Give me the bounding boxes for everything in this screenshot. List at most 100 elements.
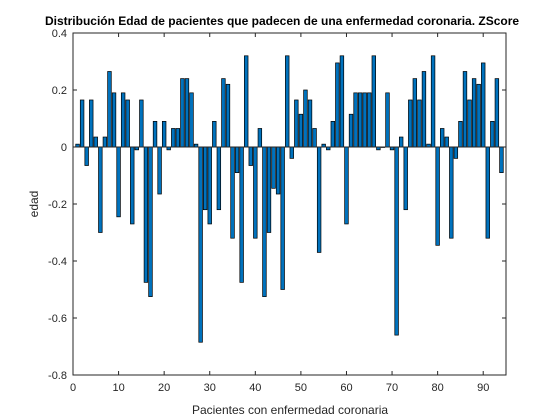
bar-11 — [120, 92, 126, 148]
bar-22 — [171, 128, 176, 148]
bar-33 — [221, 78, 226, 148]
bars-group — [75, 55, 504, 343]
bar-34 — [225, 83, 231, 148]
bar-9 — [111, 92, 117, 148]
x-tick-label: 0 — [70, 382, 76, 394]
bar-37 — [239, 146, 244, 283]
bar-29 — [203, 146, 208, 211]
bar-41 — [257, 128, 263, 148]
bar-32 — [216, 146, 222, 211]
x-tick-label: 80 — [432, 382, 444, 394]
bar-94 — [499, 146, 504, 173]
bar-64 — [362, 92, 367, 148]
x-axis-label: Pacientes con enfermedad coronaria — [192, 403, 388, 417]
bar-80 — [435, 146, 440, 246]
x-tick-label: 90 — [477, 382, 489, 394]
y-tick-label: 0.4 — [52, 28, 67, 40]
bar-40 — [253, 146, 258, 239]
bar-57 — [330, 120, 335, 148]
bar-43 — [266, 146, 272, 233]
bar-59 — [339, 55, 345, 148]
bar-53 — [312, 128, 317, 148]
bar-42 — [262, 146, 267, 297]
bar-74 — [408, 99, 413, 148]
bar-61 — [348, 113, 354, 148]
bar-35 — [230, 146, 235, 239]
x-tick-label: 30 — [204, 382, 216, 394]
bar-49 — [294, 99, 299, 148]
bar-58 — [335, 62, 340, 148]
bar-83 — [449, 146, 454, 239]
bar-73 — [403, 146, 408, 211]
bar-23 — [175, 128, 181, 148]
bar-17 — [148, 146, 153, 297]
bar-45 — [275, 146, 281, 195]
bar-10 — [116, 146, 121, 218]
bar-18 — [152, 120, 158, 148]
bar-52 — [307, 99, 313, 148]
bar-24 — [180, 78, 185, 148]
bar-13 — [130, 146, 135, 225]
x-tick-label: 20 — [158, 382, 170, 394]
bar-26 — [189, 92, 194, 148]
bar-75 — [412, 78, 418, 148]
x-tick-label: 50 — [295, 382, 307, 394]
bar-54 — [316, 146, 322, 253]
bar-77 — [421, 71, 427, 148]
bar-15 — [139, 99, 144, 148]
y-tick-label: -0.8 — [48, 370, 67, 382]
bar-87 — [467, 99, 472, 148]
plot-frame — [72, 32, 507, 376]
bar-69 — [385, 92, 390, 148]
bar-65 — [367, 92, 372, 148]
bar-51 — [303, 89, 308, 148]
bar-79 — [430, 55, 436, 148]
bar-89 — [476, 83, 481, 148]
bar-16 — [143, 146, 149, 283]
bar-85 — [458, 120, 463, 148]
bar-93 — [494, 78, 500, 148]
bar-50 — [298, 113, 304, 148]
bar-90 — [481, 62, 486, 148]
bar-76 — [417, 99, 422, 148]
bar-28 — [198, 146, 203, 343]
bar-92 — [490, 120, 495, 148]
bar-25 — [184, 78, 190, 148]
bar-20 — [161, 120, 167, 148]
bar-7 — [102, 136, 108, 148]
x-tick-label: 70 — [386, 382, 398, 394]
bar-88 — [471, 78, 477, 148]
y-axis: -0.8 -0.6 -0.4 -0.2 0 0.2 0.4 — [48, 28, 506, 382]
x-axis: 0 10 20 30 40 50 60 70 80 90 — [70, 33, 489, 394]
bar-47 — [285, 55, 290, 148]
bar-91 — [485, 146, 490, 239]
chart-title: Distribución Edad de pacientes que padec… — [45, 14, 519, 28]
bar-12 — [125, 99, 130, 148]
bar-39 — [248, 146, 253, 166]
bar-60 — [344, 146, 349, 225]
bar-5 — [93, 136, 98, 148]
bar-63 — [357, 92, 363, 148]
bar-84 — [453, 146, 459, 159]
x-tick-label: 40 — [249, 382, 261, 394]
y-tick-label: -0.4 — [48, 256, 67, 268]
bar-8 — [107, 71, 112, 148]
bar-66 — [371, 55, 376, 148]
bar-4 — [89, 99, 94, 148]
bar-44 — [271, 146, 276, 189]
bar-71 — [394, 146, 399, 336]
bar-48 — [289, 146, 294, 159]
y-tick-label: 0.2 — [52, 85, 67, 97]
bar-81 — [440, 128, 445, 148]
bar-62 — [353, 92, 358, 148]
y-axis-label: edad — [27, 191, 41, 218]
bar-6 — [98, 146, 103, 233]
bar-36 — [234, 146, 240, 173]
bar-2 — [79, 99, 85, 148]
bar-72 — [398, 136, 404, 148]
y-tick-label: 0 — [61, 142, 67, 154]
x-tick-label: 10 — [112, 382, 124, 394]
bar-3 — [84, 146, 89, 166]
bar-86 — [462, 71, 468, 148]
